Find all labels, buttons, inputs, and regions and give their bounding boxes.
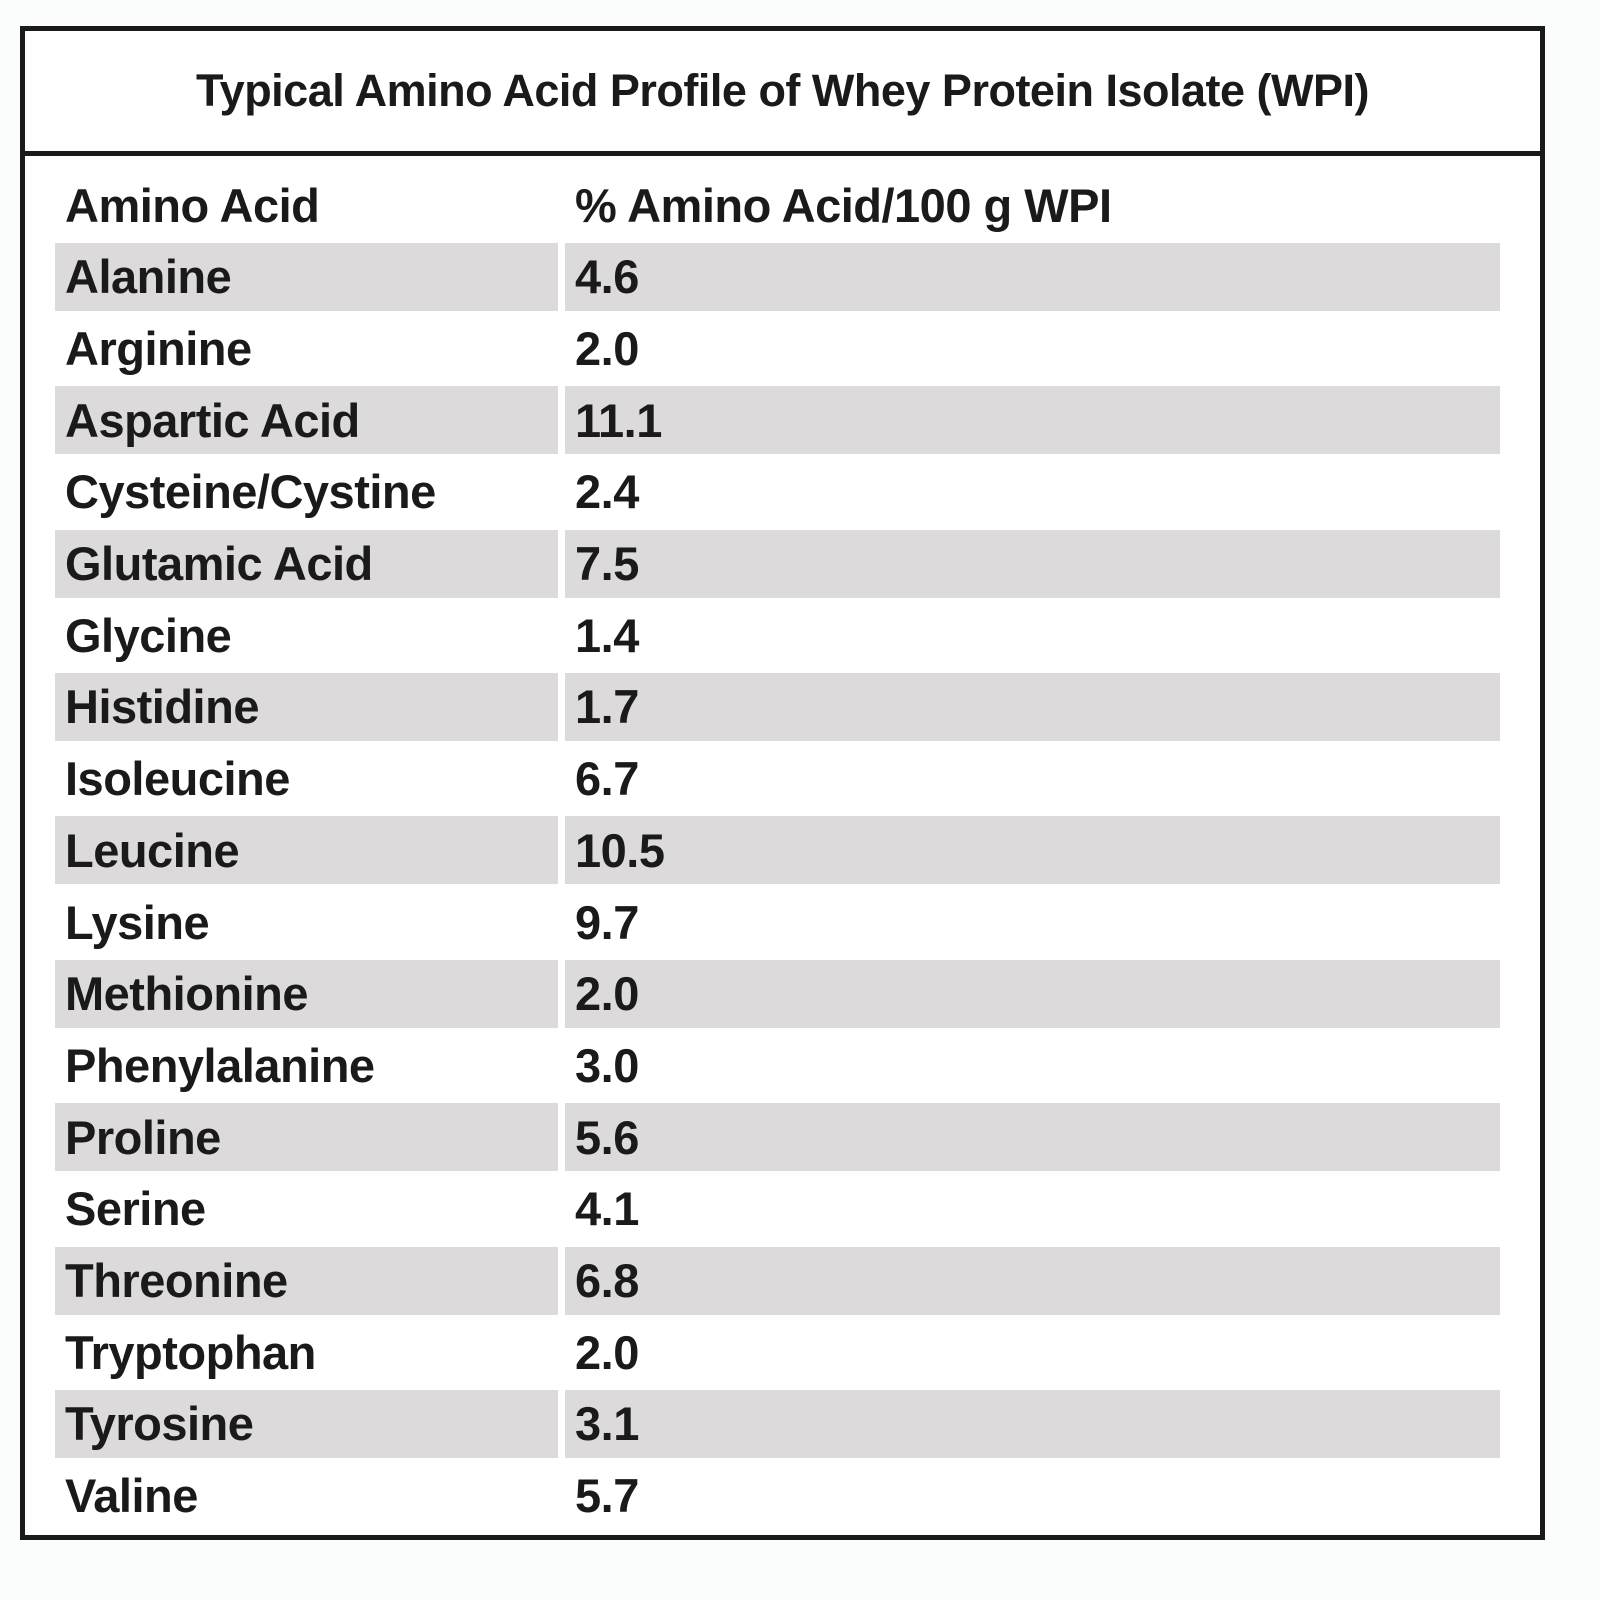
name-cell: Glycine — [65, 608, 232, 662]
name-cell: Aspartic Acid — [55, 386, 558, 455]
value-cell: 6.7 — [575, 752, 639, 806]
name-cell: Cysteine/Cystine — [65, 465, 436, 519]
name-cell: Alanine — [55, 242, 558, 311]
table-frame: Typical Amino Acid Profile of Whey Prote… — [20, 26, 1545, 1540]
header-cell: Amino Acid — [65, 178, 320, 232]
name-cell: Methionine — [55, 959, 558, 1028]
value-cell: 7.5 — [565, 529, 1500, 598]
name-cell: Arginine — [65, 321, 252, 375]
value-cell: 10.5 — [565, 816, 1500, 885]
value-cell: 3.0 — [575, 1038, 639, 1092]
value-cell: 5.7 — [575, 1469, 639, 1523]
value-cell: 9.7 — [575, 895, 639, 949]
name-cell: Proline — [55, 1103, 558, 1172]
name-cell: Tyrosine — [55, 1389, 558, 1458]
value-cell: 1.7 — [565, 672, 1500, 741]
value-cell: 4.1 — [575, 1182, 639, 1236]
name-cell: Lysine — [65, 895, 210, 949]
value-cell: 2.0 — [575, 1325, 639, 1379]
table-title: Typical Amino Acid Profile of Whey Prote… — [25, 31, 1540, 156]
name-cell: Isoleucine — [65, 752, 290, 806]
value-cell: 2.0 — [575, 321, 639, 375]
name-cell: Valine — [65, 1469, 198, 1523]
value-cell: 3.1 — [565, 1389, 1500, 1458]
name-cell: Threonine — [55, 1246, 558, 1315]
name-cell: Leucine — [55, 816, 558, 885]
value-cell: 6.8 — [565, 1246, 1500, 1315]
value-cell: 1.4 — [575, 608, 639, 662]
value-cell: 11.1 — [565, 386, 1500, 455]
name-cell: Phenylalanine — [65, 1038, 375, 1092]
header-cell: % Amino Acid/100 g WPI — [575, 178, 1112, 232]
name-cell: Serine — [65, 1182, 206, 1236]
name-cell: Histidine — [55, 672, 558, 741]
name-cell: Glutamic Acid — [55, 529, 558, 598]
value-cell: 5.6 — [565, 1103, 1500, 1172]
value-cell: 4.6 — [565, 242, 1500, 311]
value-cell: 2.4 — [575, 465, 639, 519]
name-cell: Tryptophan — [65, 1325, 316, 1379]
value-cell: 2.0 — [565, 959, 1500, 1028]
